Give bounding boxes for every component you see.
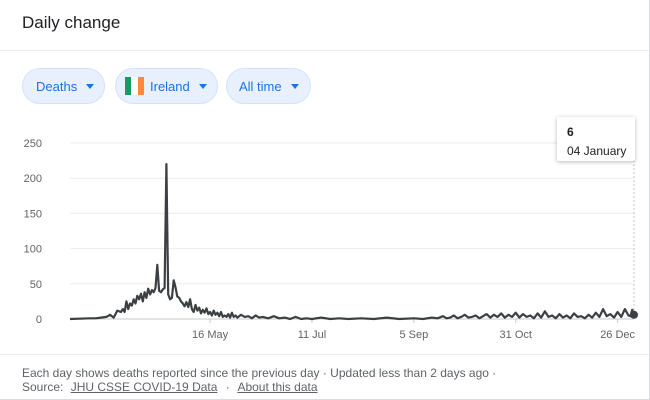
highlighted-point — [630, 310, 638, 319]
y-tick-label: 0 — [36, 314, 42, 326]
x-tick-label: 31 Oct — [500, 329, 532, 341]
footer-source-line: Source: JHU CSSE COVID-19 Data · About t… — [22, 380, 496, 394]
location-dropdown-label: Ireland — [150, 78, 190, 94]
flag-stripe-green — [125, 77, 132, 95]
ireland-flag-icon — [125, 77, 144, 95]
y-axis-ticks: 0 50 100 150 200 250 — [24, 138, 42, 326]
series-layer — [69, 163, 636, 321]
source-link[interactable]: JHU CSSE COVID-19 Data — [70, 380, 218, 394]
chevron-down-icon — [198, 83, 207, 89]
series-line — [69, 163, 636, 321]
range-dropdown-label: All time — [239, 78, 282, 94]
y-tick-label: 100 — [24, 244, 42, 256]
y-tick-label: 250 — [24, 138, 42, 150]
y-tick-label: 50 — [30, 279, 42, 291]
x-axis-ticks: 16 May 11 Jul 5 Sep 31 Oct 26 Dec — [192, 319, 636, 341]
y-tick-label: 150 — [24, 208, 42, 220]
footer: Each day shows deaths reported since the… — [22, 366, 496, 394]
footer-separator: · — [225, 380, 230, 394]
x-tick-label: 11 Jul — [298, 329, 327, 341]
chevron-down-icon — [290, 83, 299, 89]
x-tick-label: 26 Dec — [600, 329, 635, 341]
points-layer — [630, 310, 638, 319]
source-label: Source: — [22, 380, 64, 394]
y-tick-label: 200 — [24, 173, 42, 185]
metric-dropdown-label: Deaths — [36, 78, 78, 94]
daily-deaths-chart[interactable]: 0 50 100 150 200 250 16 May 11 Jul 5 Sep 31 Oct 2… — [0, 0, 650, 350]
card-title: Daily change — [22, 13, 121, 32]
header-divider — [0, 50, 649, 51]
tooltip-date: 04 January — [567, 144, 627, 158]
x-tick-label: 5 Sep — [399, 329, 428, 341]
footer-note: Each day shows deaths reported since the… — [22, 366, 497, 380]
flag-stripe-orange — [137, 77, 144, 95]
metric-dropdown[interactable]: Deaths — [22, 68, 105, 104]
chart-tooltip: 6 04 January — [557, 117, 635, 161]
tooltip-value: 6 — [567, 125, 574, 139]
x-tick-label: 16 May — [192, 329, 229, 341]
flag-stripe-white — [131, 77, 138, 95]
range-dropdown[interactable]: All time — [226, 68, 311, 104]
about-data-link[interactable]: About this data — [237, 380, 318, 394]
chevron-down-icon — [86, 83, 95, 89]
location-dropdown[interactable]: Ireland — [115, 68, 218, 104]
footer-divider — [0, 354, 649, 355]
